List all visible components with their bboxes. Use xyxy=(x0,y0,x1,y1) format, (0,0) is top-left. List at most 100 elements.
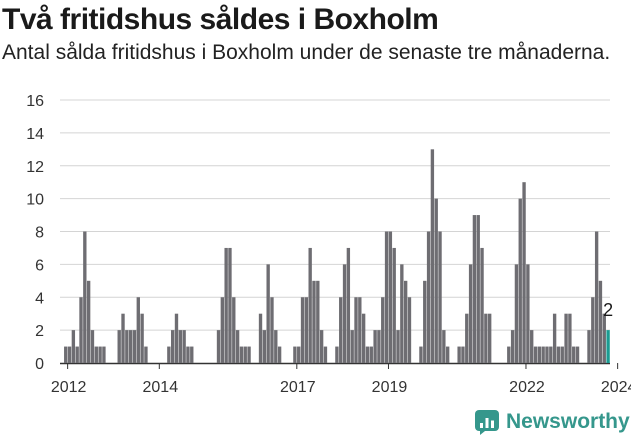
bar xyxy=(530,330,534,363)
brand-name: Newsworthy xyxy=(506,410,630,433)
bar xyxy=(342,264,347,363)
bar xyxy=(381,297,385,363)
bar xyxy=(591,297,595,363)
y-tick-label: 2 xyxy=(35,323,44,340)
bar xyxy=(484,313,488,363)
bar xyxy=(598,280,603,363)
bar xyxy=(361,313,366,363)
y-tick-label: 6 xyxy=(35,257,44,274)
bar xyxy=(174,313,179,363)
bar xyxy=(552,313,557,363)
latest-value-label: 2 xyxy=(603,300,613,320)
bar xyxy=(430,149,435,363)
bar xyxy=(178,330,182,363)
bar xyxy=(346,247,351,363)
bar xyxy=(319,330,324,363)
bar xyxy=(392,247,396,363)
y-tick-label: 0 xyxy=(35,356,44,373)
bar xyxy=(423,280,427,363)
bar xyxy=(564,313,568,363)
bar xyxy=(216,330,221,363)
bar xyxy=(170,330,175,363)
bar xyxy=(533,346,538,363)
bar xyxy=(64,346,68,363)
chart-subtitle: Antal sålda fritidshus i Boxholm under d… xyxy=(2,41,611,64)
bar xyxy=(190,346,194,363)
newsworthy-logo-icon xyxy=(475,410,499,435)
bar xyxy=(560,346,564,363)
bar xyxy=(350,330,354,363)
bar xyxy=(514,264,519,363)
bar xyxy=(262,330,267,363)
bar xyxy=(270,297,274,363)
bar xyxy=(140,313,144,363)
bar xyxy=(308,247,312,363)
bar xyxy=(476,215,480,363)
bar xyxy=(442,330,446,363)
bar xyxy=(220,297,225,363)
bar xyxy=(507,346,511,363)
bar xyxy=(224,247,228,363)
bar xyxy=(167,346,171,363)
bar xyxy=(400,264,404,363)
bar xyxy=(377,330,381,363)
bar xyxy=(86,280,91,363)
bar xyxy=(293,346,297,363)
bar xyxy=(602,313,606,363)
bar xyxy=(407,297,412,363)
bar xyxy=(132,330,137,363)
y-tick-label: 12 xyxy=(26,159,44,176)
bar xyxy=(461,346,465,363)
x-tick-label: 2017 xyxy=(280,379,316,396)
chart-title: Två fritidshus såldes i Boxholm xyxy=(2,3,439,36)
bar xyxy=(510,330,515,363)
bar xyxy=(297,346,301,363)
bar xyxy=(384,231,389,363)
bar xyxy=(186,346,190,363)
bar xyxy=(457,346,461,363)
y-tick-label: 4 xyxy=(35,290,44,307)
bar xyxy=(79,297,83,363)
bar xyxy=(373,330,377,363)
bar xyxy=(568,313,572,363)
bar xyxy=(480,247,484,363)
bar xyxy=(396,330,400,363)
bar xyxy=(438,231,442,363)
bar xyxy=(235,330,240,363)
y-tick-label: 8 xyxy=(35,225,44,242)
bar xyxy=(239,346,244,363)
bar xyxy=(358,297,362,363)
bar xyxy=(518,198,522,363)
bar xyxy=(369,346,373,363)
bar xyxy=(388,231,393,363)
bar xyxy=(304,297,309,363)
bar xyxy=(323,346,328,363)
bar xyxy=(316,280,320,363)
bar xyxy=(102,346,106,363)
bar xyxy=(71,330,76,363)
bar xyxy=(537,346,542,363)
bar xyxy=(522,182,526,363)
bar xyxy=(117,330,121,363)
bar xyxy=(274,330,278,363)
bar xyxy=(434,198,438,363)
bar xyxy=(575,346,580,363)
bar xyxy=(128,330,133,363)
bar xyxy=(228,247,232,363)
bar xyxy=(445,346,450,363)
bar xyxy=(403,280,408,363)
bar xyxy=(488,313,492,363)
bar xyxy=(472,215,477,363)
bar xyxy=(468,264,473,363)
x-tick-label: 2012 xyxy=(51,379,87,396)
y-tick-label: 10 xyxy=(26,192,44,209)
x-tick-label: 2019 xyxy=(372,379,408,396)
x-tick-label: 2014 xyxy=(143,379,179,396)
bar xyxy=(556,346,561,363)
bar xyxy=(587,330,591,363)
brand: Newsworthy xyxy=(474,407,630,437)
bar xyxy=(545,346,549,363)
bar xyxy=(247,346,251,363)
bar xyxy=(232,297,236,363)
